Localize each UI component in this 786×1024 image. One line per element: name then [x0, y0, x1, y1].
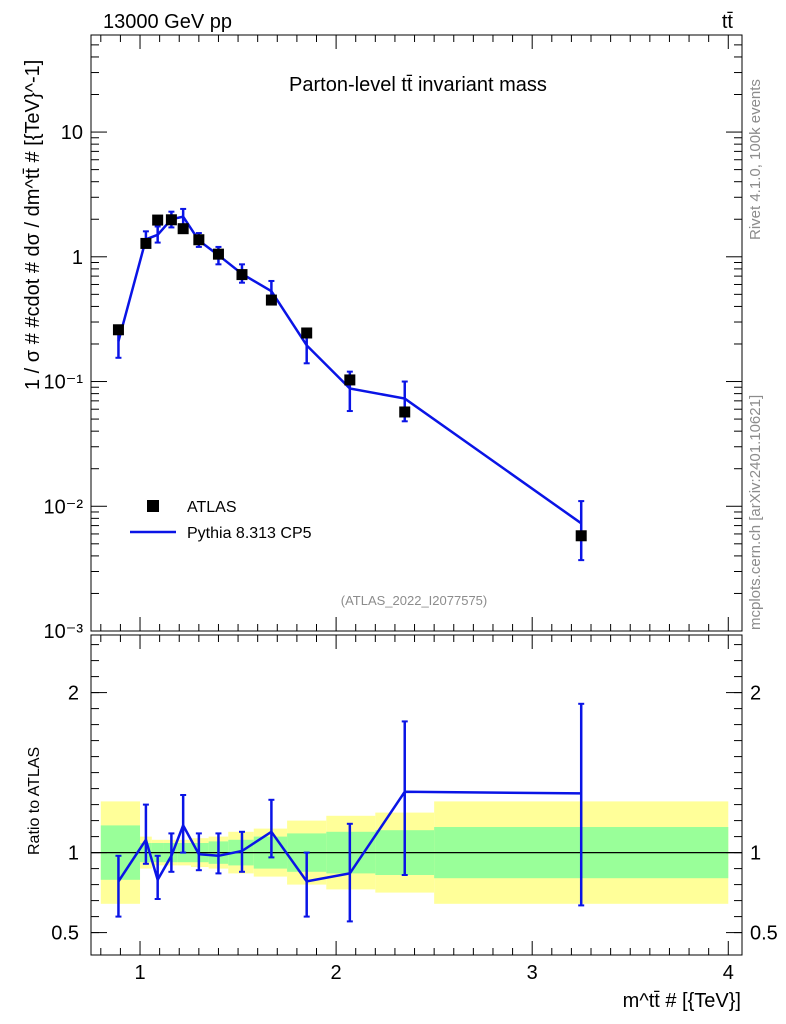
rivet-version-label: Rivet 4.1.0, 100k events [747, 79, 764, 240]
x-axis-label: m^tt̄ # [{TeV}] [623, 990, 741, 1012]
atlas-data-point [399, 406, 411, 418]
y-tick-label: 1 [72, 247, 83, 269]
pythia-line [117, 215, 582, 525]
atlas-data-point [152, 214, 164, 226]
main-plot-title: Parton-level tt̄ invariant mass [289, 74, 547, 96]
atlas-data-point [236, 269, 248, 281]
ratio-y-tick-label-right: 2 [750, 683, 761, 705]
atlas-data-point [112, 324, 124, 336]
atlas-data-point [212, 248, 224, 260]
y-tick-label: 10 [61, 122, 83, 144]
ratio-y-tick-label-right: 1 [750, 843, 761, 865]
y-tick-label: 10⁻¹ [44, 372, 84, 394]
legend-atlas-label: ATLAS [187, 499, 237, 516]
ratio-plot-panel: 2 2 1 1 0.5 0.5 1 2 3 4 Ratio to ATLAS m^tt̄ # [{… [26, 634, 778, 1012]
atlas-data-point [575, 530, 587, 542]
ratio-y-tick-label: 2 [68, 683, 79, 705]
header-process-label: tt̄ [722, 11, 734, 33]
x-tick-label: 4 [723, 962, 734, 984]
ratio-y-tick-label: 1 [68, 843, 79, 865]
atlas-data-point [140, 237, 152, 249]
atlas-data-point [265, 294, 277, 306]
ratio-y-tick-label-right: 0.5 [750, 923, 778, 945]
legend: ATLAS Pythia 8.313 CP5 [130, 499, 312, 542]
header-energy-label: 13000 GeV pp [103, 11, 232, 33]
analysis-id-label: (ATLAS_2022_I2077575) [341, 593, 487, 608]
main-plot-frame [90, 34, 743, 632]
x-tick-label: 2 [331, 962, 342, 984]
x-tick-label: 1 [134, 962, 145, 984]
legend-pythia-label: Pythia 8.313 CP5 [187, 525, 312, 542]
main-plot-panel: 10 1 10⁻¹ 10⁻² 10⁻³ Parton-level tt̄ invaria… [22, 34, 743, 643]
atlas-data-point [165, 214, 177, 226]
ratio-plot-frame [90, 634, 743, 956]
atlas-data-point [301, 327, 313, 339]
mcplots-label: mcplots.cern.ch [arXiv:2401.10621] [747, 395, 764, 630]
atlas-data-point [193, 234, 205, 246]
ratio-y-axis-label: Ratio to ATLAS [26, 747, 43, 855]
ratio-y-tick-label: 0.5 [51, 923, 79, 945]
legend-atlas-marker [147, 500, 159, 512]
x-tick-label: 3 [527, 962, 538, 984]
y-tick-label: 10⁻³ [44, 621, 84, 643]
main-y-axis-label: 1 / σ # #cdot # dσ / dm^tt̄ # [{TeV}^-1] [22, 60, 44, 390]
atlas-data-point [177, 223, 189, 235]
atlas-data-point [344, 374, 356, 386]
y-tick-label: 10⁻² [44, 496, 84, 518]
